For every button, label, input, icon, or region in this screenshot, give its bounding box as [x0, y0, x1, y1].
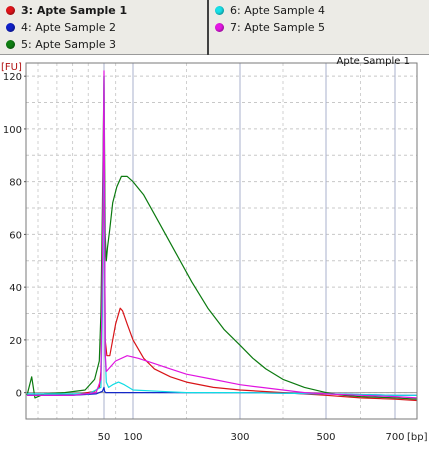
- plot-frame: [25, 62, 418, 420]
- y-tick-label: 40: [9, 283, 22, 294]
- x-axis-unit-label: [bp]: [407, 432, 428, 443]
- legend-item-label: 6: Apte Sample 4: [230, 4, 326, 17]
- grid-lines: [26, 63, 417, 419]
- series-line-sample-1: [27, 141, 418, 402]
- x-tick-label: 50: [98, 432, 111, 443]
- x-tick-label: 700: [385, 432, 404, 443]
- y-tick-label: 60: [9, 230, 22, 241]
- legend-column-right: 6: Apte Sample 4 7: Apte Sample 5: [209, 0, 429, 55]
- axis-labels: 0 20 40 60 80 100 120 50 100 300 500 700: [3, 72, 405, 443]
- legend-item-sample-2[interactable]: 4: Apte Sample 2: [4, 19, 204, 36]
- x-tick-label: 500: [316, 432, 335, 443]
- series-line-sample-4: [27, 75, 417, 396]
- sample-1-dot-icon: [6, 6, 15, 15]
- series-line-sample-3: [26, 75, 418, 400]
- legend-item-sample-5[interactable]: 7: Apte Sample 5: [213, 19, 413, 36]
- series-line-sample-5: [27, 70, 418, 399]
- y-tick-label: 100: [3, 125, 22, 136]
- y-tick-label: 0: [16, 389, 22, 400]
- legend-item-label: 4: Apte Sample 2: [21, 21, 117, 34]
- legend-item-sample-1[interactable]: 3: Apte Sample 1: [4, 2, 204, 19]
- x-tick-label: 300: [230, 432, 249, 443]
- legend-item-label: 3: Apte Sample 1: [21, 4, 128, 17]
- sample-4-dot-icon: [215, 6, 224, 15]
- x-tick-label: 100: [123, 432, 142, 443]
- y-tick-label: 120: [3, 72, 22, 83]
- legend-item-label: 7: Apte Sample 5: [230, 21, 326, 34]
- legend-item-label: 5: Apte Sample 3: [21, 38, 117, 51]
- legend-item-sample-3[interactable]: 5: Apte Sample 3: [4, 36, 204, 53]
- y-tick-label: 20: [9, 336, 22, 347]
- y-tick-label: 80: [9, 178, 22, 189]
- legend-item-sample-4[interactable]: 6: Apte Sample 4: [213, 2, 413, 19]
- y-axis-unit-label: [FU]: [1, 62, 22, 73]
- legend-panel: 3: Apte Sample 1 4: Apte Sample 2 5: Apt…: [0, 0, 429, 55]
- sample-5-dot-icon: [215, 23, 224, 32]
- electropherogram-chart[interactable]: 0 20 40 60 80 100 120 50 100 300 500 700 [FU] Apte …: [0, 55, 429, 451]
- legend-column-left: 3: Apte Sample 1 4: Apte Sample 2 5: Apt…: [0, 0, 209, 55]
- sample-3-dot-icon: [6, 40, 15, 49]
- sample-2-dot-icon: [6, 23, 15, 32]
- chart-title: Apte Sample 1: [337, 56, 410, 67]
- series-lines: [26, 70, 418, 402]
- plot-area: [26, 63, 417, 419]
